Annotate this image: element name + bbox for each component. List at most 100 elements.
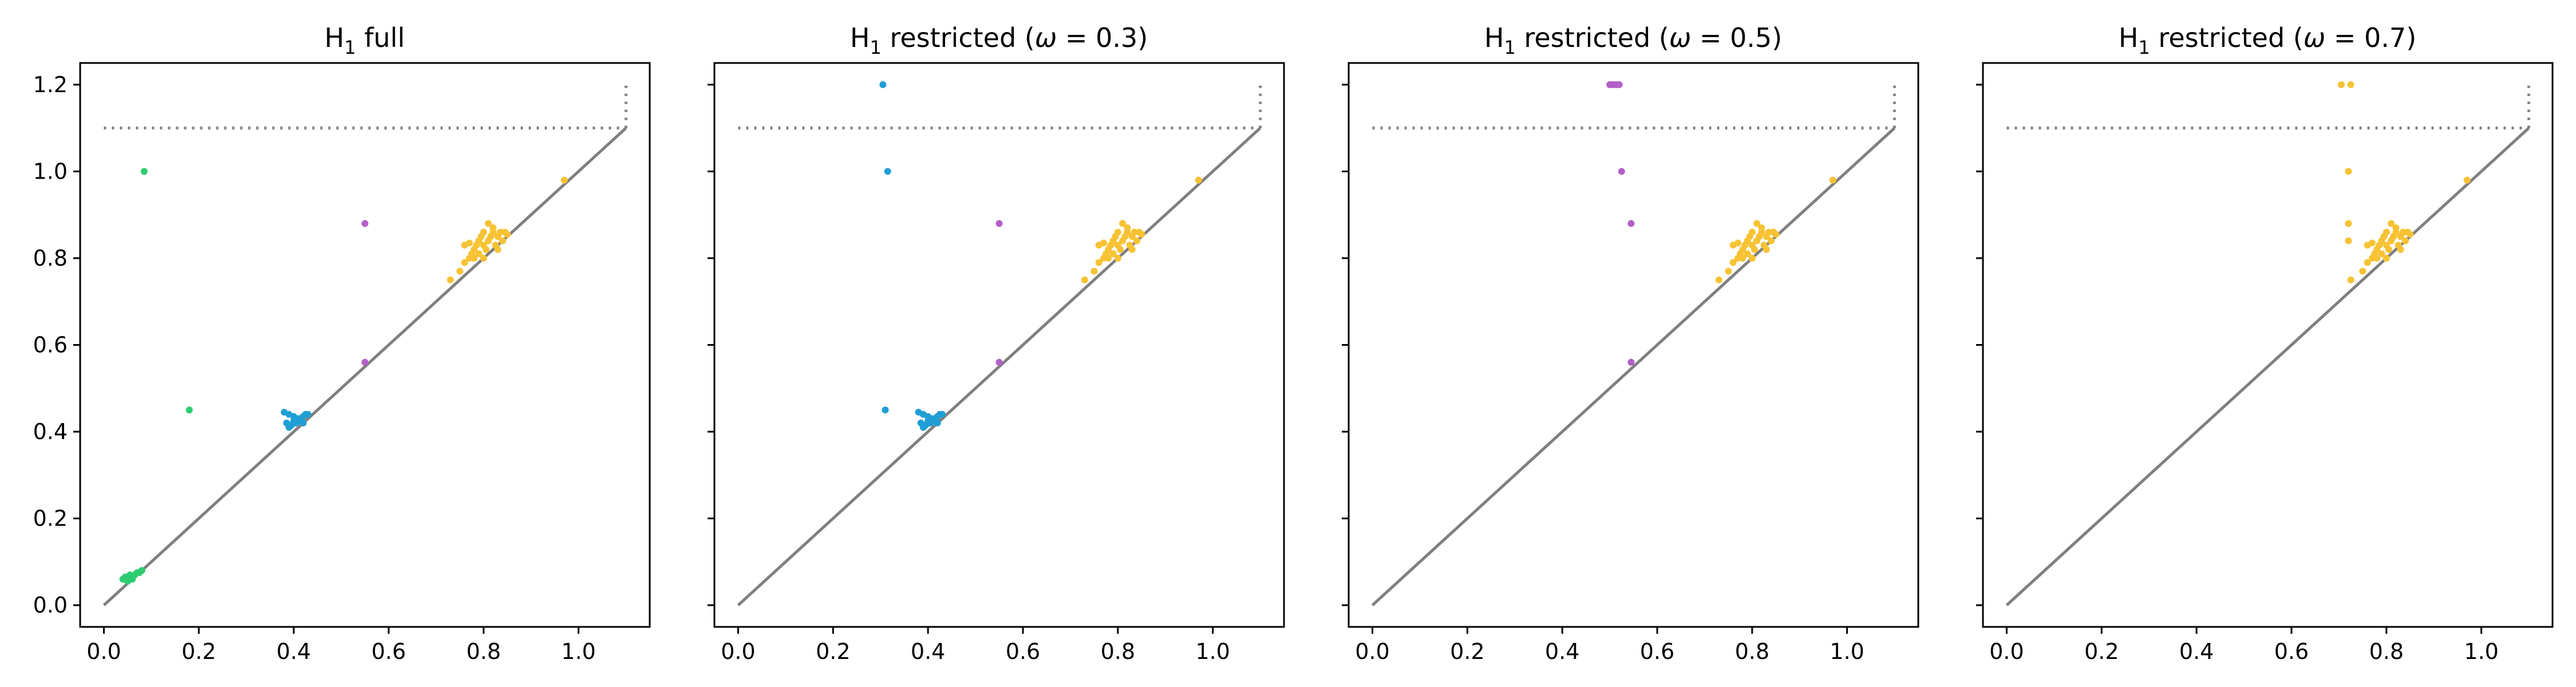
panel-1-diagonal-line xyxy=(102,127,627,606)
panel-4-x-tick-label: 0.4 xyxy=(2179,639,2214,664)
panel-3-x-tick-label: 0.6 xyxy=(1640,639,1674,664)
panel-1-x-tick-label: 0.6 xyxy=(372,639,406,664)
panel-3-point xyxy=(1748,242,1756,249)
panel-1-title: H1 full xyxy=(325,22,405,58)
panel-2-point xyxy=(1091,267,1098,275)
panel-1-y-tick-label: 0.2 xyxy=(33,506,68,531)
panel-4-x-tick-label: 1.0 xyxy=(2464,639,2498,664)
panel-2-point xyxy=(1131,228,1138,236)
panel-4: H1 restricted (ω = 0.7) 0.0 0.2 0.4 0.6 0.8 1… xyxy=(1976,22,2554,664)
panel-2-x-tick-label: 0.4 xyxy=(911,639,945,664)
panel-2-title-main: H xyxy=(850,22,870,53)
panel-1-title-rest: full xyxy=(356,22,405,53)
panel-2-point xyxy=(917,419,924,427)
panel-4-point xyxy=(2388,220,2395,227)
panel-1-point xyxy=(560,176,568,184)
panel-3-x-tick-label: 0.0 xyxy=(1355,639,1389,664)
panel-2-point xyxy=(1114,254,1121,262)
panel-2-point xyxy=(1081,276,1088,283)
panel-3-point xyxy=(1725,267,1732,275)
panel-1-y-tick-label: 1.0 xyxy=(33,159,68,184)
panel-3-title-main: H xyxy=(1484,22,1504,53)
panel-2-point xyxy=(1133,237,1140,244)
panel-2-x-tick-label: 0.6 xyxy=(1006,639,1040,664)
panel-4-point xyxy=(2359,267,2366,275)
panel-4-point xyxy=(2399,228,2407,236)
panel-2-point xyxy=(1095,259,1103,266)
panel-4-title-subscript: 1 xyxy=(2138,37,2150,58)
panel-4-plot-area: 0.0 0.2 0.4 0.6 0.8 1.0 xyxy=(1976,62,2554,664)
panel-2-point xyxy=(1119,220,1127,227)
panel-4-title-omega: ω xyxy=(2304,22,2326,53)
panel-4-point xyxy=(2463,176,2471,184)
panel-1-point xyxy=(456,267,464,275)
panel-1: H1 full 0.0 0.2 0.4 0.6 0.8 1.00.00.20.40.60.… xyxy=(33,22,651,664)
panel-1-point xyxy=(480,242,487,249)
panel-1-title-subscript: 1 xyxy=(344,37,355,58)
panel-2-point xyxy=(1109,250,1117,258)
panel-2-x-tick-label: 0.0 xyxy=(721,639,755,664)
panel-1-point xyxy=(129,575,136,583)
panel-1-point xyxy=(485,220,492,227)
panel-1-axes-frame xyxy=(79,62,651,628)
panel-4-x-tick-label: 0.0 xyxy=(1989,639,2024,664)
panel-2-point xyxy=(995,358,1003,366)
panel-3-x-tick-label: 0.2 xyxy=(1450,639,1484,664)
panel-2-point xyxy=(1128,246,1136,253)
panel-3-title-subscript: 1 xyxy=(1504,37,1515,58)
panel-2: H1 restricted (ω = 0.3) 0.0 0.2 0.4 0.6 0.8 1… xyxy=(708,22,1285,664)
panel-2-diagonal-line xyxy=(737,127,1262,606)
panel-2-point xyxy=(1105,254,1112,262)
panel-2-point xyxy=(879,81,887,88)
panel-1-point xyxy=(447,276,454,283)
panel-1-point xyxy=(295,415,302,423)
panel-4-point xyxy=(2347,276,2354,283)
panel-4-point xyxy=(2368,239,2376,247)
panel-3-x-tick-label: 0.8 xyxy=(1735,639,1769,664)
panel-3-point xyxy=(1615,81,1623,88)
panel-1-point xyxy=(361,220,369,227)
panel-2-point xyxy=(1114,242,1121,249)
panel-4-point xyxy=(2347,81,2354,88)
panel-1-point xyxy=(461,259,468,266)
panel-1-x-tick-label: 0.2 xyxy=(181,639,216,664)
panel-4-title-rest: restricted ( xyxy=(2150,22,2304,53)
panel-2-title-subscript: 1 xyxy=(870,37,881,58)
panel-3-point xyxy=(1758,228,1765,236)
panel-1-point xyxy=(489,228,497,236)
panel-1-x-tick-label: 0.8 xyxy=(467,639,501,664)
panel-3-point xyxy=(1618,168,1625,175)
panel-3-point xyxy=(1627,220,1635,227)
panel-4-title-main: H xyxy=(2119,22,2139,53)
panel-1-point xyxy=(471,254,478,262)
panel-2-x-tick-label: 1.0 xyxy=(1195,639,1230,664)
panel-2-title-omega: ω xyxy=(1035,22,1057,53)
panel-1-x-tick-label: 1.0 xyxy=(561,639,595,664)
panel-3-axes-frame xyxy=(1348,62,1919,628)
panel-2-title-rest: restricted ( xyxy=(882,22,1035,53)
panel-2-title: H1 restricted (ω = 0.3) xyxy=(850,22,1148,58)
panel-1-x-tick-label: 0.0 xyxy=(86,639,121,664)
panel-2-point xyxy=(1124,228,1131,236)
panel-3-point xyxy=(1627,358,1635,366)
panel-4-point xyxy=(2383,228,2390,236)
panel-4-diagonal-line xyxy=(2005,127,2530,606)
panel-1-point xyxy=(465,239,473,247)
panel-2-point xyxy=(995,220,1003,227)
panel-2-point xyxy=(882,406,889,414)
panel-3-point xyxy=(1729,259,1737,266)
panel-4-point xyxy=(2378,250,2385,258)
panel-3-plot-area: 0.0 0.2 0.4 0.6 0.8 1.0 xyxy=(1342,62,1919,664)
panel-2-point xyxy=(939,410,946,418)
panel-3-point xyxy=(1829,176,1836,184)
panel-2-point xyxy=(1195,176,1202,184)
panel-4-point xyxy=(2383,242,2390,249)
panel-1-y-tick-label: 0.6 xyxy=(33,333,68,358)
panel-4-point xyxy=(2397,246,2404,253)
panel-1-y-tick-label: 0.0 xyxy=(33,593,68,618)
panel-3: H1 restricted (ω = 0.5) 0.0 0.2 0.4 0.6 0.8 1… xyxy=(1342,22,1919,664)
panel-2-point xyxy=(1114,228,1121,236)
panel-4-x-tick-label: 0.2 xyxy=(2084,639,2119,664)
panel-4-point xyxy=(2345,237,2352,244)
